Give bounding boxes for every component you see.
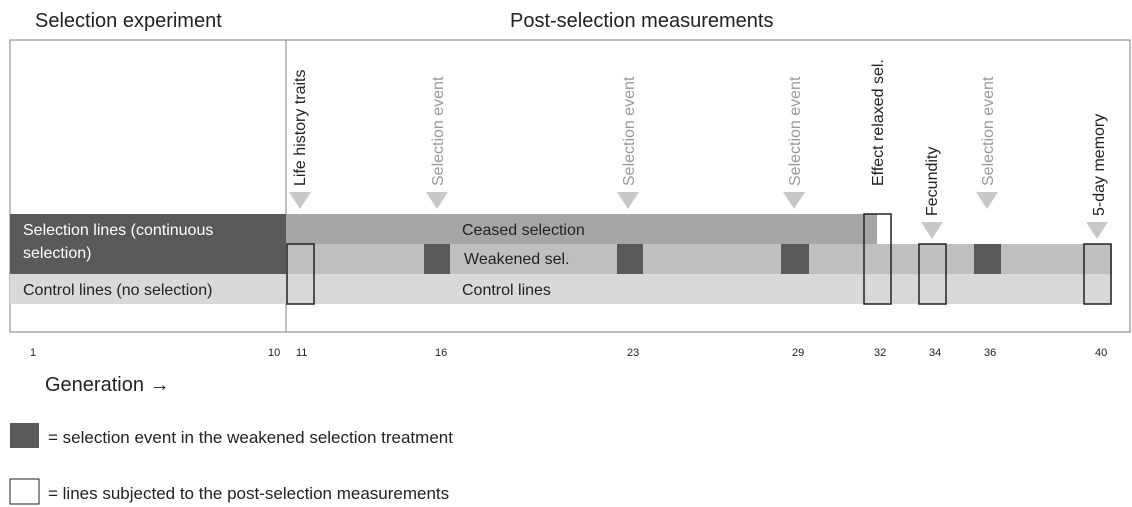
selection-experiment-header: Selection experiment bbox=[35, 10, 222, 32]
event-label-selection: Selection event bbox=[621, 76, 638, 186]
event-label-memory: 5-day memory bbox=[1091, 114, 1108, 216]
event-label-life-history: Life history traits bbox=[292, 70, 309, 186]
event-label-selection: Selection event bbox=[787, 76, 804, 186]
measurement-box bbox=[918, 243, 947, 305]
selection-lines-label-cont: selection) bbox=[23, 245, 91, 262]
event-arrow-icon bbox=[617, 192, 639, 209]
generation-label: 34 bbox=[929, 347, 941, 359]
event-arrow-icon bbox=[426, 192, 448, 209]
measurement-box bbox=[286, 243, 315, 305]
generation-label: 36 bbox=[984, 347, 996, 359]
generation-label: 32 bbox=[874, 347, 886, 359]
legend-dark-swatch bbox=[10, 423, 39, 448]
measurement-box bbox=[863, 213, 892, 305]
control-lines-lane bbox=[10, 274, 286, 304]
event-label-relaxed-selection: Effect relaxed sel. bbox=[870, 59, 887, 186]
control-lines-label: Control lines (no selection) bbox=[23, 282, 212, 299]
generation-label: 16 bbox=[435, 347, 447, 359]
legend-open-text: = lines subjected to the post-selection … bbox=[48, 484, 449, 503]
diagram-frame bbox=[9, 39, 1131, 333]
generation-label: 11 bbox=[296, 347, 307, 359]
generation-label: 29 bbox=[792, 347, 804, 359]
selection-event-box bbox=[617, 244, 643, 274]
event-label-selection: Selection event bbox=[980, 76, 997, 186]
post-selection-header: Post-selection measurements bbox=[510, 10, 773, 32]
measurement-box bbox=[1083, 243, 1112, 305]
legend-open-swatch bbox=[9, 478, 40, 505]
weakened-selection-label: Weakened sel. bbox=[464, 251, 570, 268]
event-arrow-icon bbox=[1086, 222, 1108, 239]
selection-event-box bbox=[974, 244, 1001, 274]
selection-lines-label: Selection lines (continuous bbox=[23, 222, 213, 239]
selection-event-box bbox=[781, 244, 809, 274]
control-band-label: Control lines bbox=[462, 282, 551, 299]
control-lines-band bbox=[286, 274, 1112, 304]
event-label-fecundity: Fecundity bbox=[924, 147, 941, 216]
selection-event-box bbox=[424, 244, 450, 274]
ceased-selection-label: Ceased selection bbox=[462, 222, 585, 239]
event-arrow-icon bbox=[783, 192, 805, 209]
generation-label: 1 bbox=[30, 347, 36, 359]
event-arrow-icon bbox=[289, 192, 311, 209]
event-label-selection: Selection event bbox=[430, 76, 447, 186]
selection-lines-lane bbox=[10, 214, 286, 274]
generation-label: 23 bbox=[627, 347, 639, 359]
generation-label: 40 bbox=[1095, 347, 1107, 359]
ceased-selection-band bbox=[286, 214, 877, 244]
event-arrow-icon bbox=[921, 222, 943, 239]
generation-axis-title: Generation → bbox=[45, 374, 170, 396]
generation-label: 10 bbox=[268, 347, 280, 359]
event-arrow-icon bbox=[976, 192, 998, 209]
legend-dark-text: = selection event in the weakened select… bbox=[48, 428, 453, 447]
